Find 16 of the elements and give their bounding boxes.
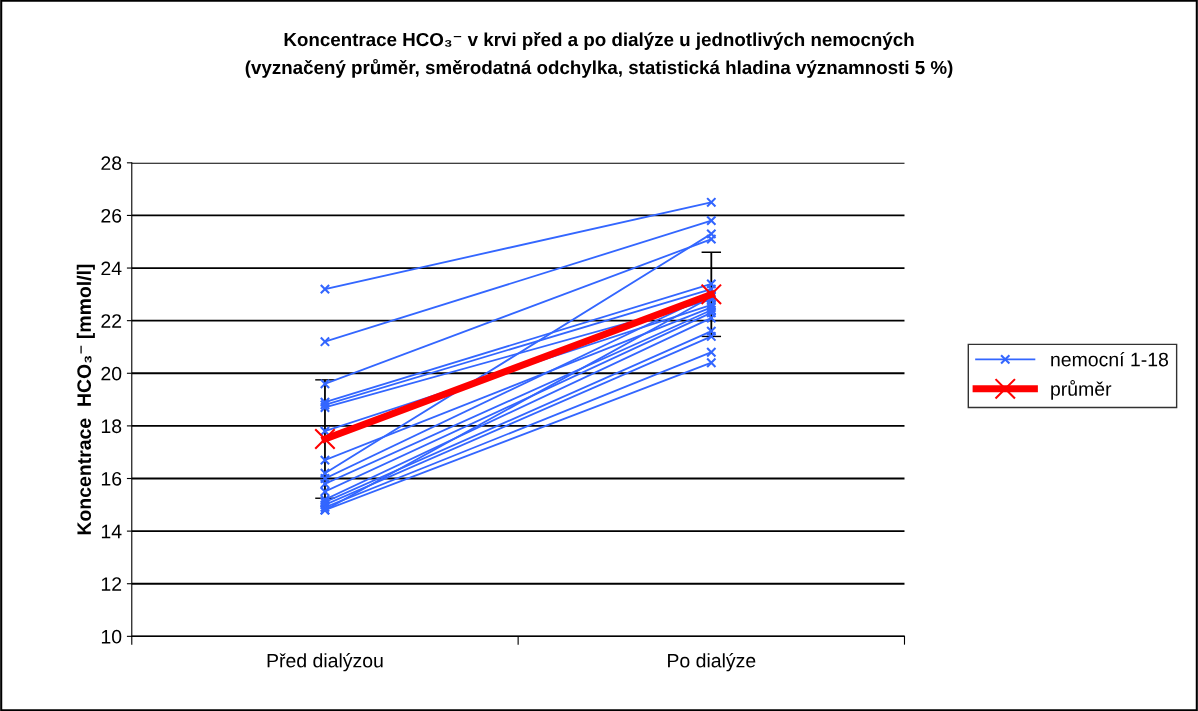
y-tick-label: 22 bbox=[101, 314, 122, 328]
x-tick-label: Po dialýze bbox=[668, 653, 756, 672]
y-tick-label: 10 bbox=[101, 629, 122, 644]
legend-label: nemocní 1-18 bbox=[1051, 351, 1169, 367]
y-tick-label: 16 bbox=[101, 471, 122, 486]
chart-title: Koncentrace HCO₃⁻ v krvi před a po dialýze u jednotlivých nemocných (vyznačený průměr, směrodatná odchylka, statistická hladina významnosti 5 %) bbox=[245, 32, 953, 78]
y-tick-label: 28 bbox=[101, 156, 122, 171]
y-tick-label: 18 bbox=[101, 419, 122, 434]
y-tick-label: 14 bbox=[101, 524, 122, 539]
y-tick-label: 26 bbox=[101, 208, 122, 223]
y-tick-label: 20 bbox=[101, 366, 122, 381]
x-tick-label: Před dialýzou bbox=[267, 653, 383, 672]
y-axis-title: Koncentrace HCO₃⁻ [mmol/l] bbox=[76, 264, 95, 535]
y-tick-label: 12 bbox=[101, 577, 122, 591]
y-tick-label: 24 bbox=[101, 261, 122, 276]
legend-label: průměr bbox=[1051, 379, 1112, 400]
